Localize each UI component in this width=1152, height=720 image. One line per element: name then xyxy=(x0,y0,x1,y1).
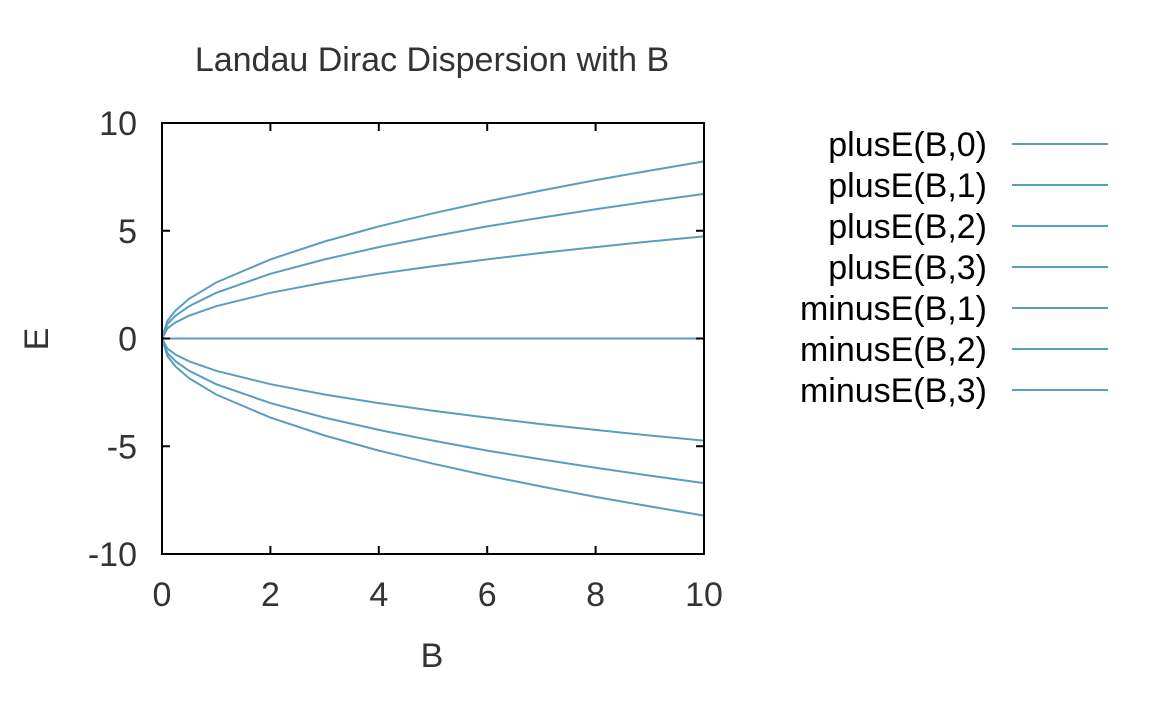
x-tick-label: 10 xyxy=(685,576,723,614)
x-tick-label: 0 xyxy=(153,576,172,614)
x-ticks: 0 2 4 6 8 10 xyxy=(153,123,723,614)
series-line-2 xyxy=(161,235,705,339)
legend-label: plusE(B,0) xyxy=(828,126,987,164)
y-tick-label: 10 xyxy=(99,105,137,143)
legend-label: minusE(B,3) xyxy=(800,372,987,410)
legend-label: minusE(B,2) xyxy=(800,331,987,369)
series-line-3 xyxy=(161,192,705,339)
x-tick-label: 4 xyxy=(369,576,388,614)
x-tick-label: 2 xyxy=(261,576,280,614)
legend-label: minusE(B,1) xyxy=(800,290,987,328)
series-line-4 xyxy=(161,160,705,339)
series-line-7 xyxy=(161,338,705,517)
y-axis-label: E xyxy=(18,328,56,351)
x-tick-label: 8 xyxy=(586,576,605,614)
x-tick-label: 6 xyxy=(478,576,497,614)
series-line-5 xyxy=(161,338,705,442)
y-tick-label: -5 xyxy=(107,428,137,466)
legend-label: plusE(B,3) xyxy=(828,249,987,287)
y-ticks: 10 5 0 -5 -10 xyxy=(88,105,704,574)
y-tick-label: -10 xyxy=(88,536,137,574)
y-tick-label: 0 xyxy=(118,321,137,359)
legend-label: plusE(B,1) xyxy=(828,167,987,205)
legend: plusE(B,0)plusE(B,1)plusE(B,2)plusE(B,3)… xyxy=(800,126,1108,410)
legend-label: plusE(B,2) xyxy=(828,208,987,246)
chart-title: Landau Dirac Dispersion with B xyxy=(195,41,669,79)
y-tick-label: 5 xyxy=(118,213,137,251)
series-line-6 xyxy=(161,338,705,485)
plot-lines xyxy=(161,160,705,517)
x-axis-label: B xyxy=(421,637,444,675)
